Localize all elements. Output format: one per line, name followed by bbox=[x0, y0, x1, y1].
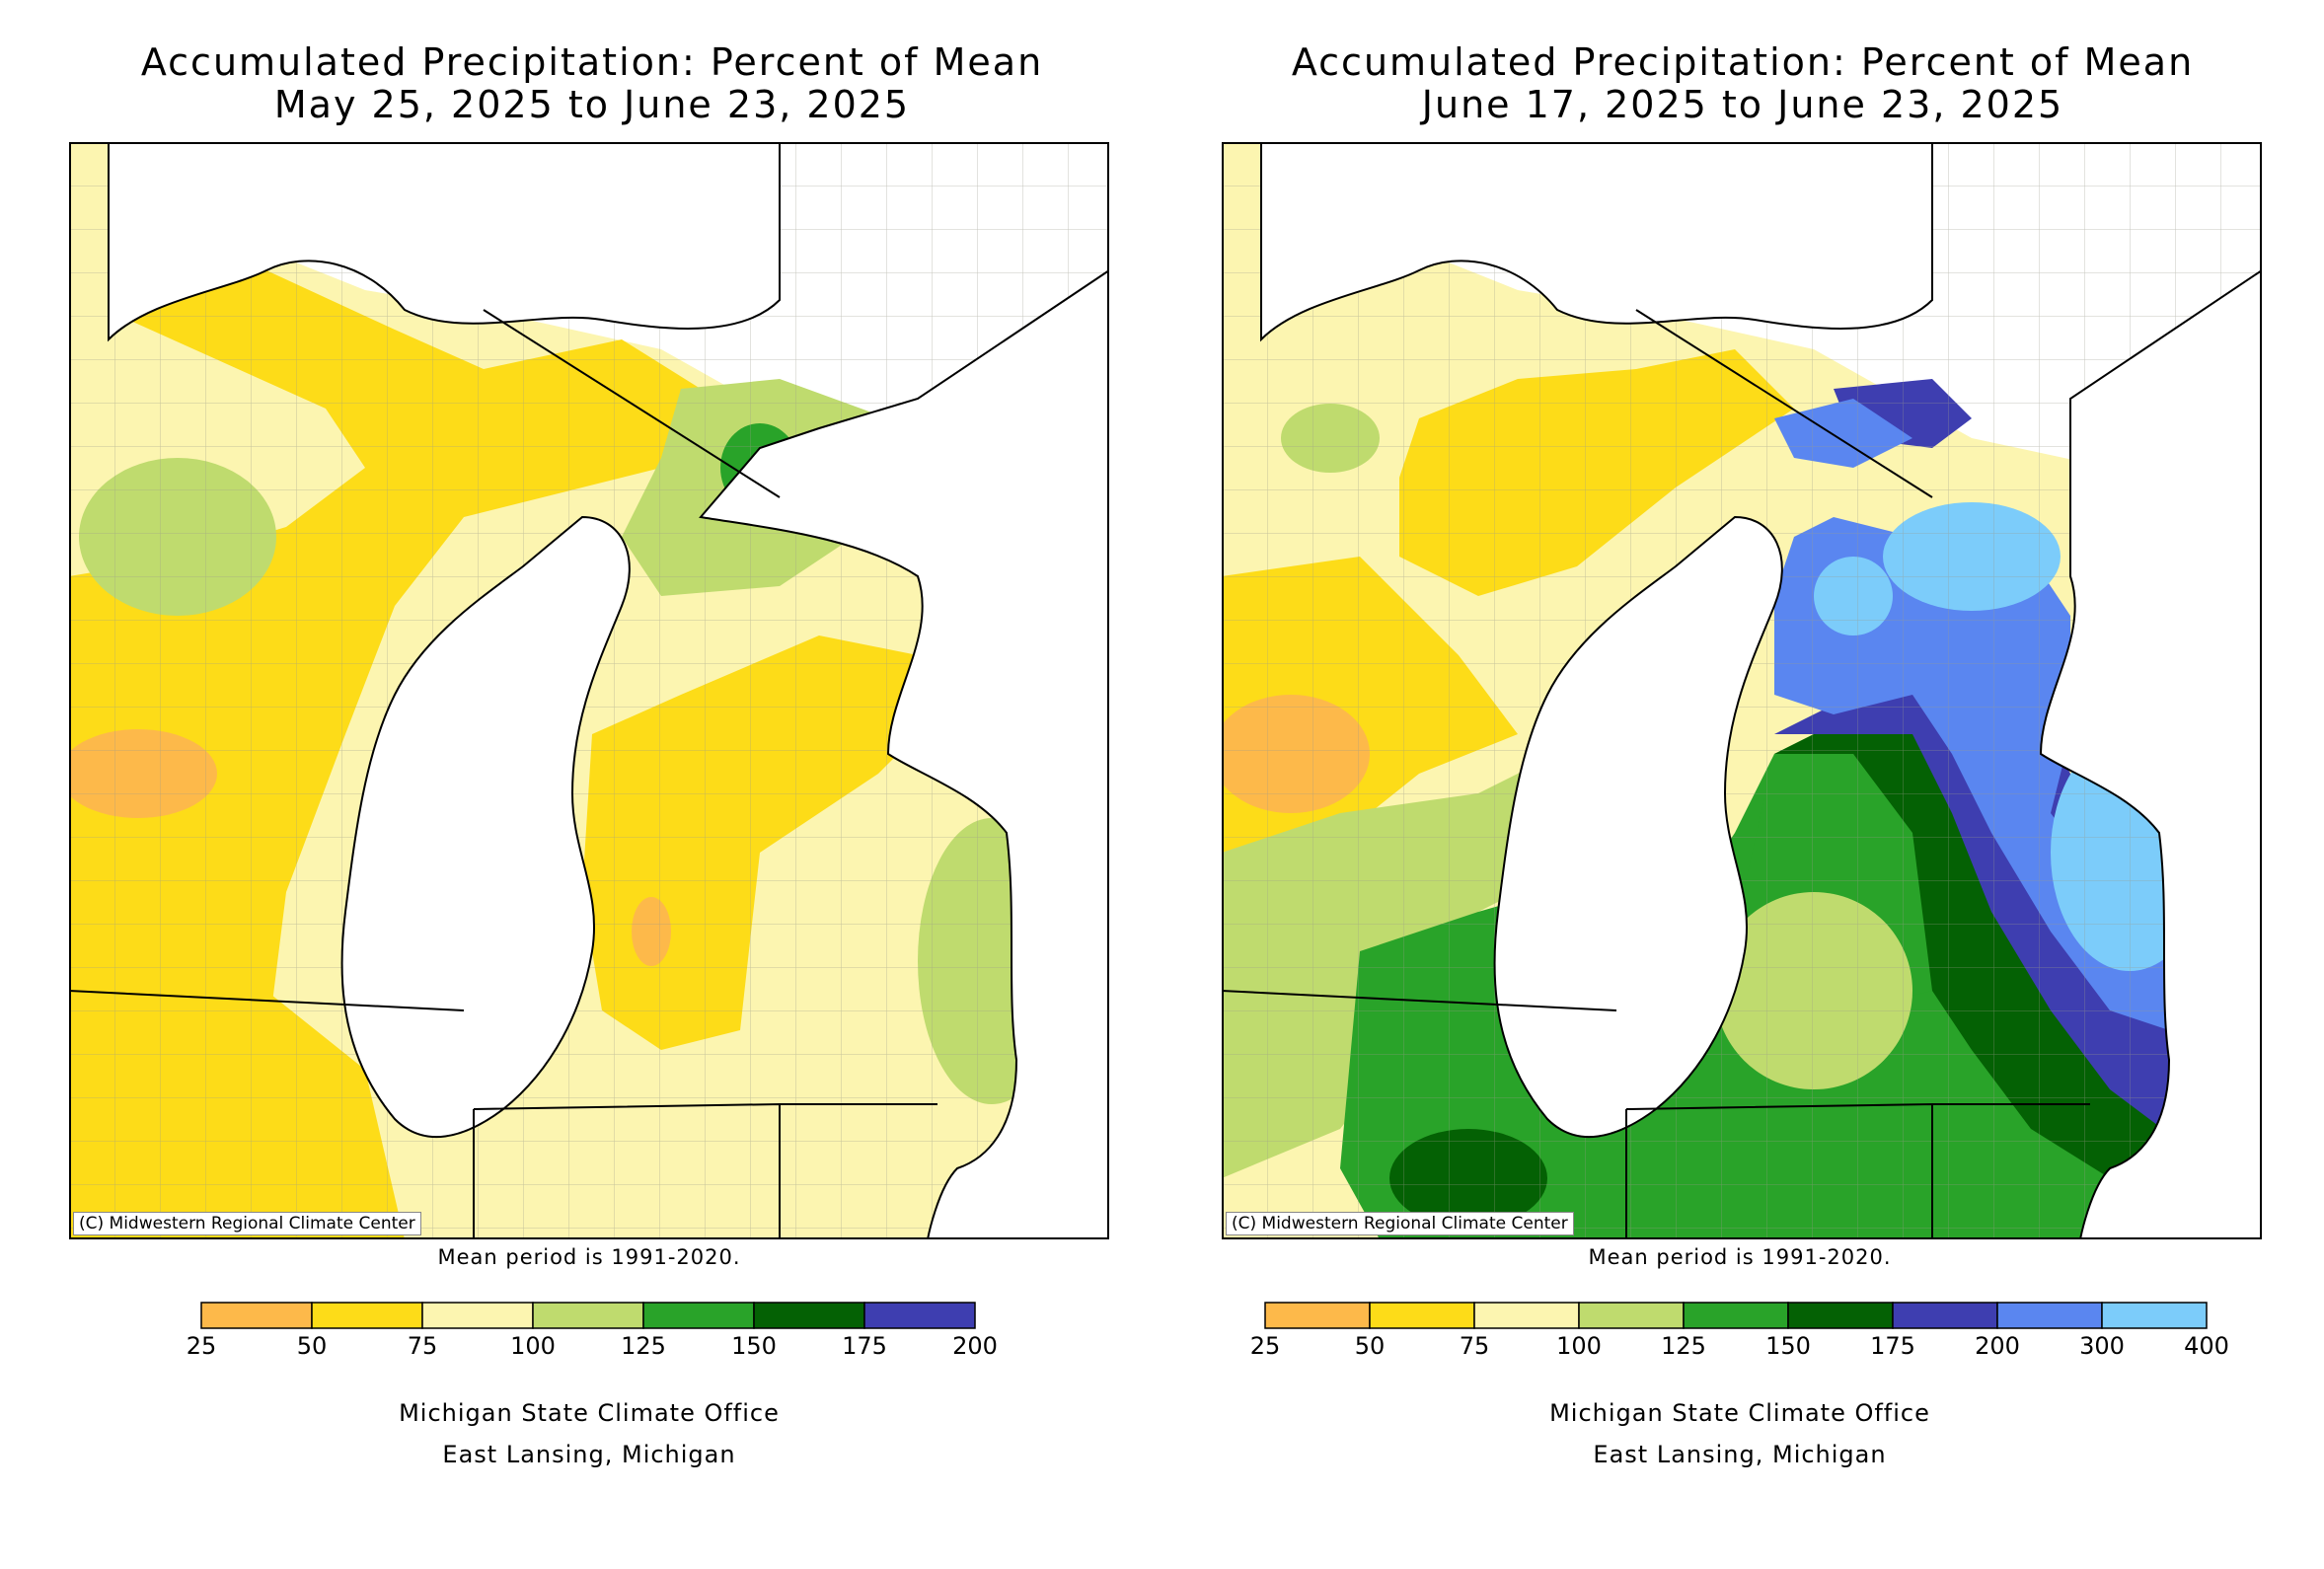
map-canvas bbox=[1222, 142, 2262, 1239]
map-credit: (C) Midwestern Regional Climate Center bbox=[1226, 1212, 1574, 1235]
legend-swatch bbox=[1578, 1302, 1685, 1329]
legend-tick-label: 25 bbox=[187, 1332, 217, 1360]
legend-swatch bbox=[421, 1302, 534, 1329]
legend-tick-label: 100 bbox=[510, 1332, 556, 1360]
legend-tick-label: 175 bbox=[842, 1332, 887, 1360]
legend-bar: 25 50 75 100 125 150 175 200 bbox=[187, 1302, 998, 1360]
map-canvas bbox=[69, 142, 1109, 1239]
legend-tick-label: 75 bbox=[408, 1332, 438, 1360]
mean-period-note: Mean period is 1991-2020. bbox=[1588, 1245, 1892, 1269]
legend-swatch bbox=[2101, 1302, 2208, 1329]
office-name: Michigan State Climate Office bbox=[1549, 1399, 1930, 1427]
office-location: East Lansing, Michigan bbox=[442, 1441, 736, 1468]
legend-swatch bbox=[1473, 1302, 1580, 1329]
legend-swatch bbox=[200, 1302, 313, 1329]
map-credit: (C) Midwestern Regional Climate Center bbox=[73, 1212, 421, 1235]
map-date-range: May 25, 2025 to June 23, 2025 bbox=[273, 83, 911, 126]
legend-swatch bbox=[1787, 1302, 1894, 1329]
legend-tick-label: 50 bbox=[1355, 1332, 1386, 1360]
legend-tick-label: 125 bbox=[621, 1332, 666, 1360]
legend-tick-label: 175 bbox=[1870, 1332, 1915, 1360]
lake-huron bbox=[2039, 268, 2262, 1239]
map-date-range: June 17, 2025 to June 23, 2025 bbox=[1421, 83, 2064, 126]
legend-tick-label: 400 bbox=[2184, 1332, 2229, 1360]
legend-tick-label: 25 bbox=[1250, 1332, 1281, 1360]
map-title: Accumulated Precipitation: Percent of Me… bbox=[1291, 40, 2195, 84]
legend-swatch bbox=[863, 1302, 976, 1329]
legend-bar: 25 50 75 100 125 150 175 200 300 400 bbox=[1250, 1302, 2229, 1360]
legend-swatch bbox=[1996, 1302, 2103, 1329]
legend-swatch bbox=[1264, 1302, 1371, 1329]
legend-tick-label: 200 bbox=[952, 1332, 998, 1360]
legend-tick-label: 100 bbox=[1556, 1332, 1602, 1360]
lake-huron bbox=[699, 268, 1109, 1239]
mean-period-note: Mean period is 1991-2020. bbox=[437, 1245, 741, 1269]
legend-tick-label: 200 bbox=[1975, 1332, 2020, 1360]
color-legend: 25 50 75 100 125 150 175 200 300 400 bbox=[1250, 1299, 2229, 1360]
legend-swatch bbox=[532, 1302, 644, 1329]
lake-superior bbox=[1260, 142, 1933, 342]
legend-tick-label: 300 bbox=[2079, 1332, 2125, 1360]
legend-swatch bbox=[311, 1302, 423, 1329]
panel-may25-jun23: Accumulated Precipitation: Percent of Me… bbox=[0, 0, 1155, 1569]
legend-swatch bbox=[1683, 1302, 1789, 1329]
precipitation-map: (C) Midwestern Regional Climate Center bbox=[69, 142, 1109, 1239]
panel-jun17-jun23: Accumulated Precipitation: Percent of Me… bbox=[1151, 0, 2305, 1569]
lake-superior bbox=[108, 142, 781, 342]
legend-tick-label: 150 bbox=[1765, 1332, 1811, 1360]
legend-swatch bbox=[1369, 1302, 1475, 1329]
color-legend: 25 50 75 100 125 150 175 200 bbox=[187, 1299, 998, 1360]
office-location: East Lansing, Michigan bbox=[1593, 1441, 1887, 1468]
legend-swatch bbox=[1892, 1302, 1998, 1329]
legend-tick-label: 50 bbox=[297, 1332, 328, 1360]
office-name: Michigan State Climate Office bbox=[399, 1399, 780, 1427]
map-title: Accumulated Precipitation: Percent of Me… bbox=[140, 40, 1044, 84]
precipitation-map: (C) Midwestern Regional Climate Center bbox=[1222, 142, 2262, 1239]
legend-swatch bbox=[753, 1302, 865, 1329]
legend-swatch bbox=[642, 1302, 755, 1329]
legend-tick-label: 75 bbox=[1460, 1332, 1490, 1360]
legend-tick-label: 150 bbox=[731, 1332, 777, 1360]
legend-tick-label: 125 bbox=[1661, 1332, 1706, 1360]
